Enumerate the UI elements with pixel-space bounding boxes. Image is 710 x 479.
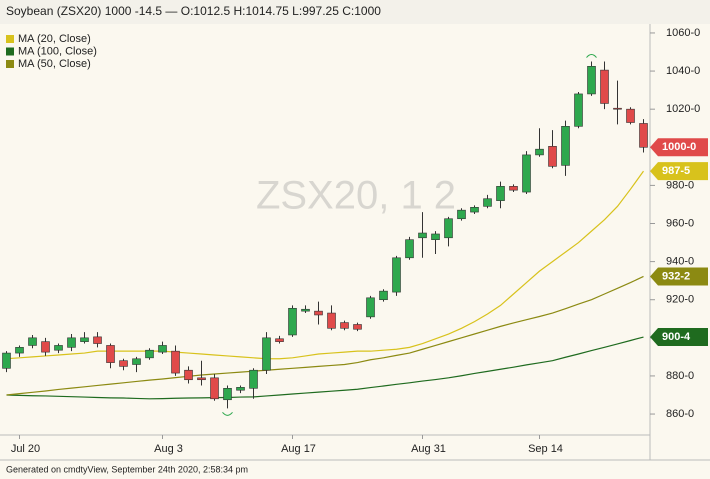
candle-body	[626, 108, 635, 123]
candle-body	[392, 257, 401, 293]
legend-label: MA (20, Close)	[18, 33, 91, 45]
candle-body	[574, 93, 583, 127]
candle-body	[496, 186, 505, 201]
low-marker	[222, 411, 233, 416]
candle-body	[54, 345, 63, 351]
ma-line	[6, 336, 644, 400]
candle-body	[67, 337, 76, 348]
candle-body	[457, 209, 466, 220]
legend-swatch	[6, 35, 14, 43]
candle-body	[366, 297, 375, 318]
candle-body	[2, 352, 11, 369]
candle-body	[353, 324, 362, 330]
candle-body	[314, 310, 323, 316]
y-tick-label: 1060-0	[666, 27, 700, 39]
y-tick-label: 1040-0	[666, 65, 700, 77]
candle-body	[262, 337, 271, 371]
candle-body	[171, 350, 180, 374]
candle-body	[132, 358, 141, 365]
candle-body	[28, 337, 37, 346]
x-tick-label: Aug 31	[411, 443, 446, 455]
legend-label: MA (100, Close)	[18, 45, 97, 57]
header-bar	[0, 0, 710, 24]
y-tick-label: 940-0	[666, 256, 694, 268]
candle-body	[119, 360, 128, 367]
x-tick-label: Sep 14	[528, 443, 563, 455]
y-tick-label: 860-0	[666, 408, 694, 420]
candle-body	[340, 322, 349, 329]
candle-body	[379, 290, 388, 301]
candle-body	[548, 146, 557, 167]
candle-body	[301, 308, 310, 312]
value-tag-label: 900-4	[662, 331, 691, 343]
candle-body	[275, 338, 284, 342]
watermark: ZSX20, 1 2	[256, 174, 456, 218]
x-tick-label: Aug 17	[281, 443, 316, 455]
candle-body	[444, 218, 453, 239]
value-tag	[650, 328, 708, 347]
candle-body	[535, 148, 544, 156]
candle-body	[470, 207, 479, 213]
candle-body	[15, 347, 24, 354]
value-tag	[650, 267, 708, 286]
candle-body	[483, 198, 492, 207]
candle-body	[288, 307, 297, 336]
candle-body	[41, 341, 50, 353]
value-tag	[650, 138, 708, 157]
y-tick-label: 1020-0	[666, 103, 700, 115]
chart-title: Soybean (ZSX20) 1000 -14.5 — O:1012.5 H:…	[6, 4, 381, 18]
ma-line	[6, 275, 644, 396]
y-tick-label: 960-0	[666, 217, 694, 229]
candle-body	[561, 126, 570, 166]
value-tag-label: 932-2	[662, 270, 690, 282]
candle-body	[431, 233, 440, 240]
candle-body	[236, 387, 245, 391]
legend-swatch	[6, 60, 14, 68]
candle-body	[210, 377, 219, 400]
candle-body	[509, 186, 518, 191]
value-tag	[650, 162, 708, 181]
footer: Generated on cmdtyView, September 24th 2…	[6, 464, 248, 474]
candle-body	[158, 345, 167, 353]
candle-body	[93, 336, 102, 344]
legend-swatch	[6, 47, 14, 56]
y-tick-label: 980-0	[666, 179, 694, 191]
candle-body	[145, 349, 154, 359]
candle-body	[600, 69, 609, 104]
y-tick-label: 880-0	[666, 370, 694, 382]
candle-body	[80, 337, 89, 342]
candle-body	[522, 154, 531, 193]
value-tag-label: 1000-0	[662, 141, 696, 153]
x-tick-label: Jul 20	[11, 443, 40, 455]
candle-body	[184, 369, 193, 381]
candle-body	[613, 107, 622, 110]
x-tick-label: Aug 3	[154, 443, 183, 455]
value-tag-label: 987-5	[662, 165, 690, 177]
candle-body	[327, 312, 336, 329]
candle-body	[405, 239, 414, 259]
candle-body	[249, 369, 258, 389]
candle-body	[197, 377, 206, 381]
y-tick-label: 920-0	[666, 294, 694, 306]
candle-body	[418, 232, 427, 239]
candle-body	[106, 345, 115, 363]
high-marker	[586, 54, 597, 58]
candle-body	[587, 65, 596, 95]
candle-body	[639, 123, 648, 148]
candle-body	[223, 388, 232, 401]
legend-label: MA (50, Close)	[18, 58, 91, 70]
